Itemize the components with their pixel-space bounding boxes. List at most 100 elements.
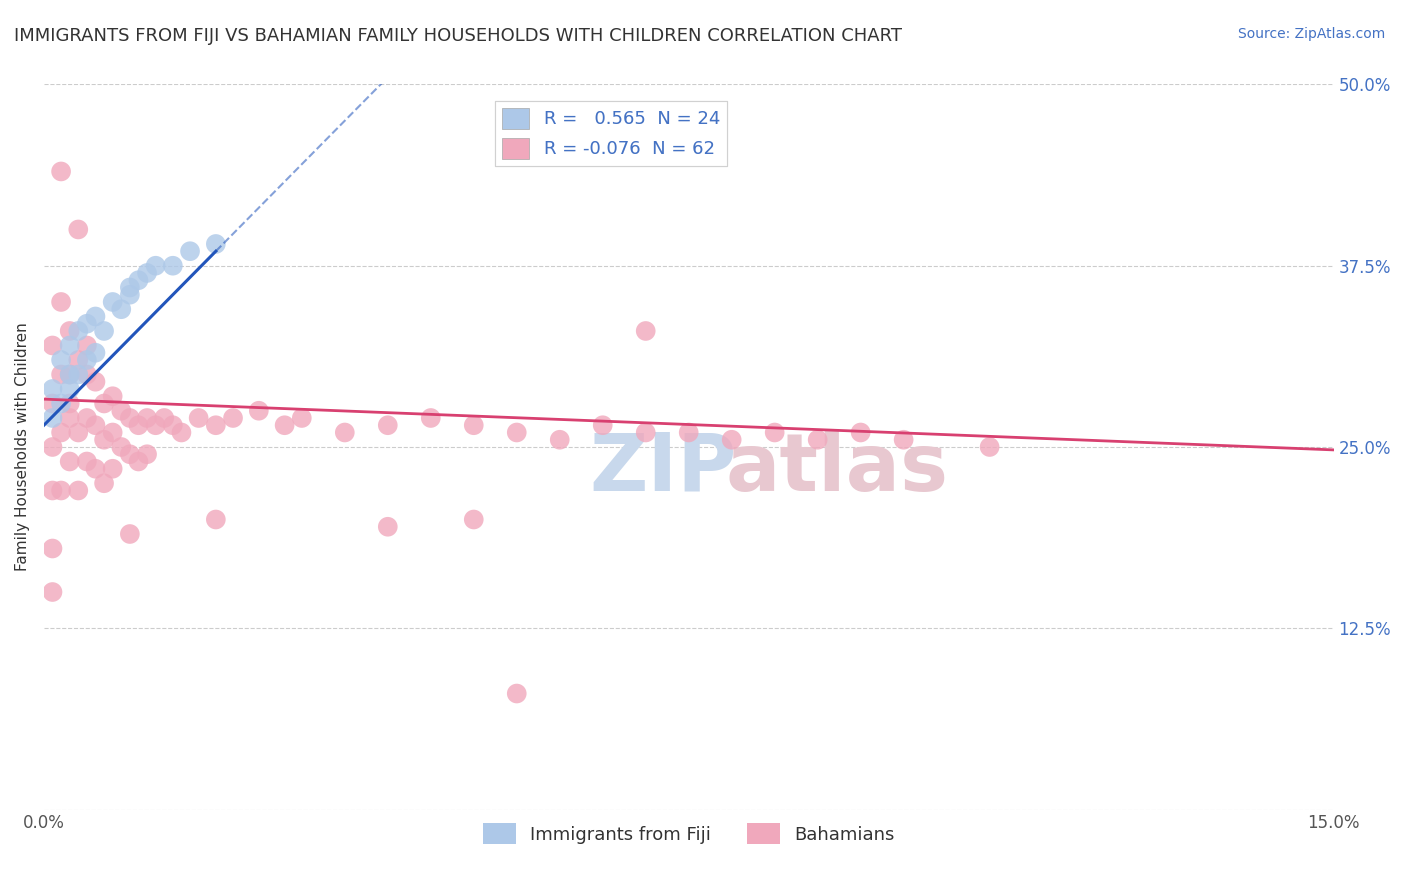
Point xyxy=(59,382,82,396)
Point xyxy=(41,382,63,396)
Text: IMMIGRANTS FROM FIJI VS BAHAMIAN FAMILY HOUSEHOLDS WITH CHILDREN CORRELATION CHA: IMMIGRANTS FROM FIJI VS BAHAMIAN FAMILY … xyxy=(14,27,903,45)
Point xyxy=(136,447,159,461)
Point xyxy=(67,353,90,368)
Point xyxy=(84,345,107,359)
Point xyxy=(205,236,228,251)
Point xyxy=(41,396,63,410)
Point xyxy=(162,418,184,433)
Point xyxy=(93,433,115,447)
Point xyxy=(145,418,167,433)
Point xyxy=(506,425,529,440)
Point xyxy=(59,411,82,425)
Point xyxy=(247,403,270,417)
Point xyxy=(205,512,228,526)
Point xyxy=(67,222,90,236)
Point xyxy=(463,512,485,526)
Point xyxy=(101,389,124,403)
Point xyxy=(127,273,149,287)
Point xyxy=(93,324,115,338)
Point xyxy=(634,425,657,440)
Point xyxy=(807,433,830,447)
Point xyxy=(67,425,90,440)
Point xyxy=(118,280,141,294)
Point xyxy=(41,338,63,352)
Point xyxy=(84,418,107,433)
Point xyxy=(162,259,184,273)
Point xyxy=(59,338,82,352)
Point xyxy=(41,483,63,498)
Point xyxy=(101,461,124,475)
Point xyxy=(136,266,159,280)
Point xyxy=(67,324,90,338)
Point xyxy=(76,368,98,382)
Point xyxy=(41,411,63,425)
Point xyxy=(720,433,742,447)
Point xyxy=(170,425,193,440)
Point xyxy=(291,411,314,425)
Legend: R =   0.565  N = 24, R = -0.076  N = 62: R = 0.565 N = 24, R = -0.076 N = 62 xyxy=(495,101,727,166)
Text: atlas: atlas xyxy=(725,430,949,508)
Text: Source: ZipAtlas.com: Source: ZipAtlas.com xyxy=(1237,27,1385,41)
Point xyxy=(893,433,915,447)
Point xyxy=(84,310,107,324)
Point xyxy=(634,324,657,338)
Point xyxy=(377,520,399,534)
Point xyxy=(76,411,98,425)
Point xyxy=(153,411,176,425)
Point xyxy=(118,411,141,425)
Point xyxy=(110,403,132,417)
Point xyxy=(979,440,1001,454)
Point xyxy=(101,295,124,310)
Point xyxy=(67,483,90,498)
Point xyxy=(41,440,63,454)
Point xyxy=(849,425,872,440)
Point xyxy=(76,454,98,468)
Point xyxy=(419,411,441,425)
Point xyxy=(463,418,485,433)
Point xyxy=(592,418,614,433)
Y-axis label: Family Households with Children: Family Households with Children xyxy=(15,323,30,572)
Point xyxy=(110,440,132,454)
Point xyxy=(49,425,72,440)
Point xyxy=(506,686,529,700)
Point xyxy=(101,425,124,440)
Point xyxy=(59,368,82,382)
Point xyxy=(205,418,228,433)
Point xyxy=(76,353,98,368)
Point xyxy=(59,368,82,382)
Point xyxy=(84,461,107,475)
Point xyxy=(179,244,201,259)
Point xyxy=(273,418,295,433)
Point xyxy=(548,433,571,447)
Text: ZIP: ZIP xyxy=(589,430,737,508)
Point xyxy=(41,585,63,599)
Point xyxy=(49,368,72,382)
Point xyxy=(127,454,149,468)
Point xyxy=(49,396,72,410)
Point xyxy=(333,425,356,440)
Point xyxy=(187,411,209,425)
Point xyxy=(49,295,72,310)
Point xyxy=(118,447,141,461)
Point xyxy=(678,425,700,440)
Point xyxy=(49,483,72,498)
Point xyxy=(377,418,399,433)
Point xyxy=(93,396,115,410)
Point xyxy=(110,302,132,317)
Point xyxy=(49,353,72,368)
Point xyxy=(76,338,98,352)
Point xyxy=(41,541,63,556)
Point xyxy=(59,454,82,468)
Point xyxy=(59,396,82,410)
Point xyxy=(49,164,72,178)
Point xyxy=(84,375,107,389)
Point xyxy=(118,527,141,541)
Point xyxy=(222,411,245,425)
Point xyxy=(59,324,82,338)
Point xyxy=(145,259,167,273)
Point xyxy=(118,287,141,301)
Point xyxy=(67,368,90,382)
Point xyxy=(127,418,149,433)
Point xyxy=(93,476,115,491)
Point xyxy=(763,425,786,440)
